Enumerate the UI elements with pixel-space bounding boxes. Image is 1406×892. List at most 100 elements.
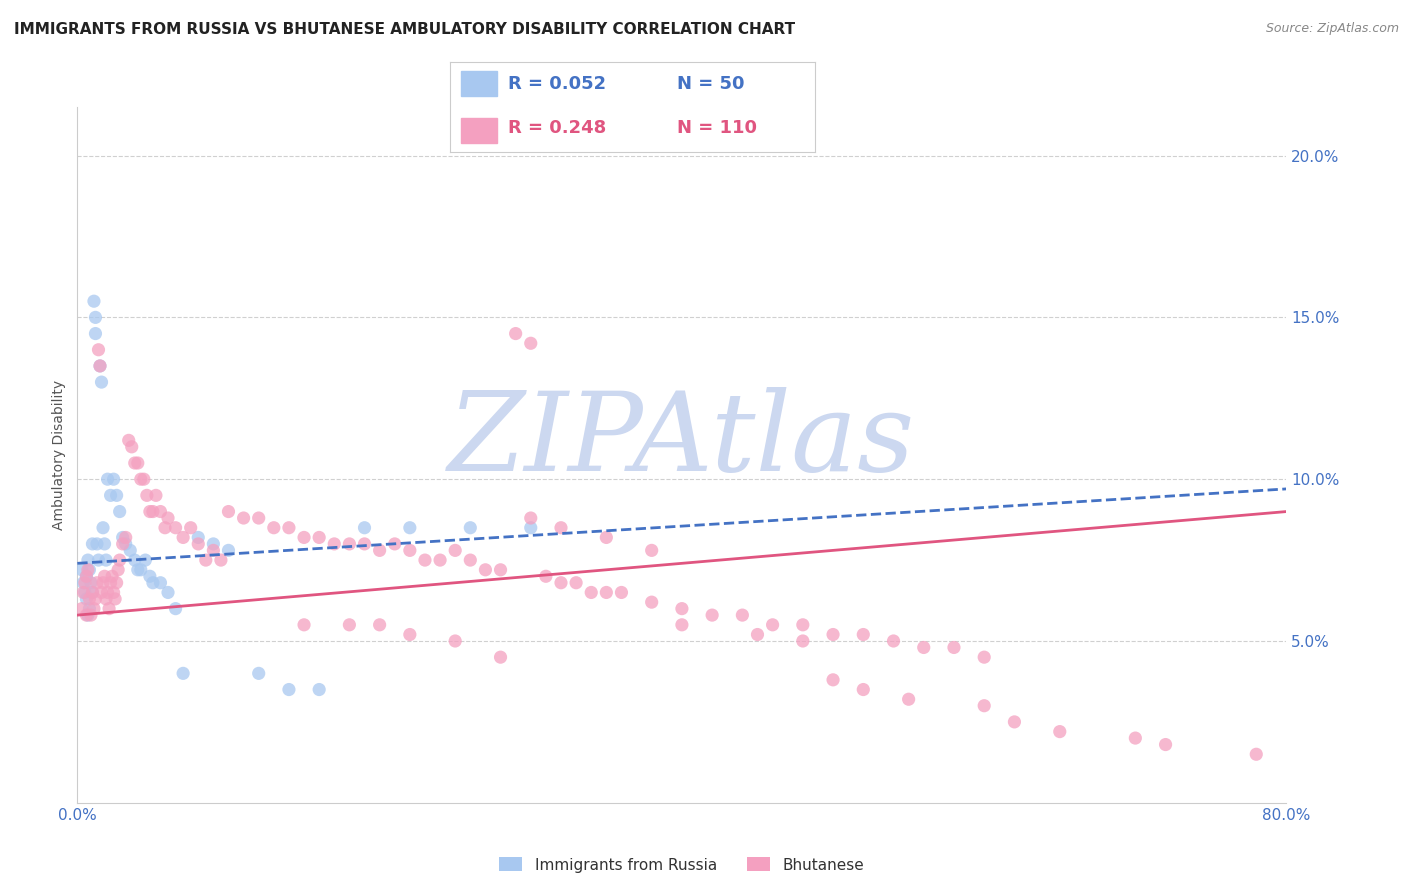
Point (194, 553, 217, 567)
Text: R = 0.052: R = 0.052 (509, 75, 606, 93)
Point (77, 553, 100, 567)
Point (172, 531, 194, 545)
Point (79, 563, 101, 577)
Point (79, 601, 101, 615)
Point (127, 456, 149, 470)
Point (292, 531, 315, 545)
Point (973, 698, 995, 713)
Point (823, 627, 845, 641)
Point (142, 575, 165, 590)
Point (84, 310, 107, 325)
Point (100, 575, 122, 590)
Point (82, 585, 104, 599)
Point (460, 521, 482, 535)
Point (505, 326, 527, 341)
Point (641, 543, 664, 558)
Point (80, 608, 103, 623)
Point (353, 521, 375, 535)
Point (70, 601, 93, 615)
Point (93, 569, 115, 583)
Text: ZIPAtlas: ZIPAtlas (449, 387, 915, 495)
Point (73, 575, 96, 590)
Point (384, 537, 406, 551)
Point (129, 563, 152, 577)
Point (187, 537, 209, 551)
Point (75, 569, 97, 583)
Point (444, 543, 467, 558)
Point (308, 531, 330, 545)
Point (84, 591, 107, 606)
Bar (461, 71, 498, 96)
Point (80, 575, 103, 590)
Point (339, 537, 360, 551)
Point (474, 563, 496, 577)
Y-axis label: Ambulatory Disability: Ambulatory Disability (52, 380, 66, 530)
Point (852, 627, 875, 641)
Point (339, 617, 360, 632)
Point (83, 601, 105, 615)
Point (762, 617, 785, 632)
Point (89, 359, 111, 373)
Point (75, 591, 97, 606)
Point (897, 692, 920, 706)
Point (610, 585, 633, 599)
Point (132, 472, 155, 486)
Point (731, 608, 754, 623)
Point (209, 553, 232, 567)
Point (86, 537, 108, 551)
Point (792, 617, 814, 632)
Text: N = 50: N = 50 (676, 75, 744, 93)
Bar (461, 118, 498, 143)
Point (165, 521, 187, 535)
Text: N = 110: N = 110 (676, 120, 756, 137)
Point (157, 585, 180, 599)
Point (368, 617, 391, 632)
Point (943, 640, 966, 655)
Point (550, 521, 572, 535)
Point (165, 601, 187, 615)
Point (353, 537, 375, 551)
Point (671, 617, 693, 632)
Point (94, 591, 117, 606)
Point (1004, 714, 1026, 729)
Legend: Immigrants from Russia, Bhutanese: Immigrants from Russia, Bhutanese (494, 851, 870, 879)
Point (702, 608, 724, 623)
Point (121, 440, 143, 454)
Point (79, 591, 101, 606)
Point (82, 585, 104, 599)
Point (1125, 731, 1147, 745)
Point (399, 627, 422, 641)
Point (94, 553, 117, 567)
Point (399, 521, 422, 535)
Point (149, 575, 172, 590)
Point (641, 595, 664, 609)
Point (520, 521, 543, 535)
Point (103, 472, 125, 486)
Point (823, 673, 845, 687)
Point (368, 543, 391, 558)
Point (1246, 747, 1268, 762)
Point (520, 511, 543, 525)
Point (70, 563, 93, 577)
Point (139, 504, 162, 518)
Point (107, 563, 129, 577)
Point (89, 359, 111, 373)
Point (90, 585, 112, 599)
Point (124, 456, 146, 470)
Point (83, 294, 105, 309)
Point (489, 650, 512, 665)
Point (75, 569, 97, 583)
Point (520, 336, 543, 351)
Point (973, 650, 995, 665)
Point (135, 488, 157, 502)
Point (460, 553, 482, 567)
Point (87, 553, 110, 567)
Point (127, 563, 149, 577)
Point (98, 601, 121, 615)
Point (180, 521, 202, 535)
Point (218, 504, 240, 518)
Point (1154, 738, 1177, 752)
Point (96, 472, 118, 486)
Point (595, 585, 617, 599)
Point (671, 601, 693, 615)
